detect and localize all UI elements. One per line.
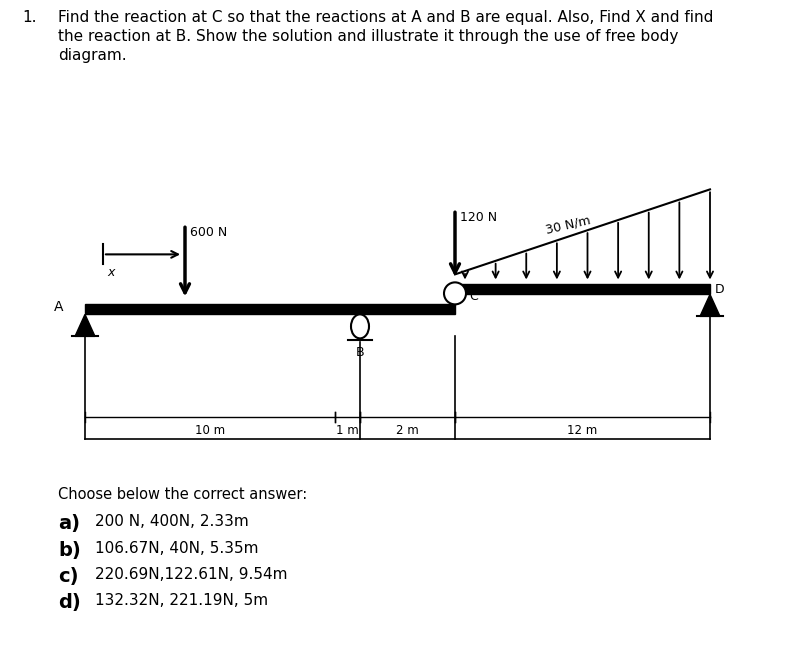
Text: 600 N: 600 N: [190, 226, 227, 239]
Text: b): b): [58, 540, 81, 560]
Text: diagram.: diagram.: [58, 48, 126, 63]
Text: 220.69N,122.61N, 9.54m: 220.69N,122.61N, 9.54m: [95, 567, 288, 581]
Bar: [455, 284, 710, 294]
Text: d): d): [58, 593, 81, 612]
Text: A: A: [53, 300, 63, 314]
Text: 2 m: 2 m: [396, 424, 419, 438]
Text: 1.: 1.: [22, 10, 37, 25]
Text: c): c): [58, 567, 79, 585]
Text: 120 N: 120 N: [460, 211, 497, 224]
Text: 200 N, 400N, 2.33m: 200 N, 400N, 2.33m: [95, 514, 249, 530]
Text: Find the reaction at C so that the reactions at A and B are equal. Also, Find X : Find the reaction at C so that the react…: [58, 10, 713, 25]
Text: B: B: [355, 346, 364, 359]
Text: 10 m: 10 m: [195, 424, 225, 438]
Text: 106.67N, 40N, 5.35m: 106.67N, 40N, 5.35m: [95, 540, 258, 556]
Bar: [85, 304, 455, 314]
Text: 12 m: 12 m: [568, 424, 598, 438]
Text: 1 m: 1 m: [336, 424, 359, 438]
Circle shape: [444, 282, 466, 304]
Text: 132.32N, 221.19N, 5m: 132.32N, 221.19N, 5m: [95, 593, 268, 608]
Ellipse shape: [351, 314, 369, 338]
Polygon shape: [700, 294, 720, 316]
Text: 30 N/m: 30 N/m: [545, 213, 591, 237]
Text: a): a): [58, 514, 80, 534]
Text: the reaction at B. Show the solution and illustrate it through the use of free b: the reaction at B. Show the solution and…: [58, 29, 678, 44]
Text: D: D: [715, 283, 724, 296]
Text: C: C: [469, 290, 478, 303]
Text: x: x: [107, 267, 114, 279]
Polygon shape: [75, 314, 95, 336]
Text: Choose below the correct answer:: Choose below the correct answer:: [58, 487, 307, 503]
